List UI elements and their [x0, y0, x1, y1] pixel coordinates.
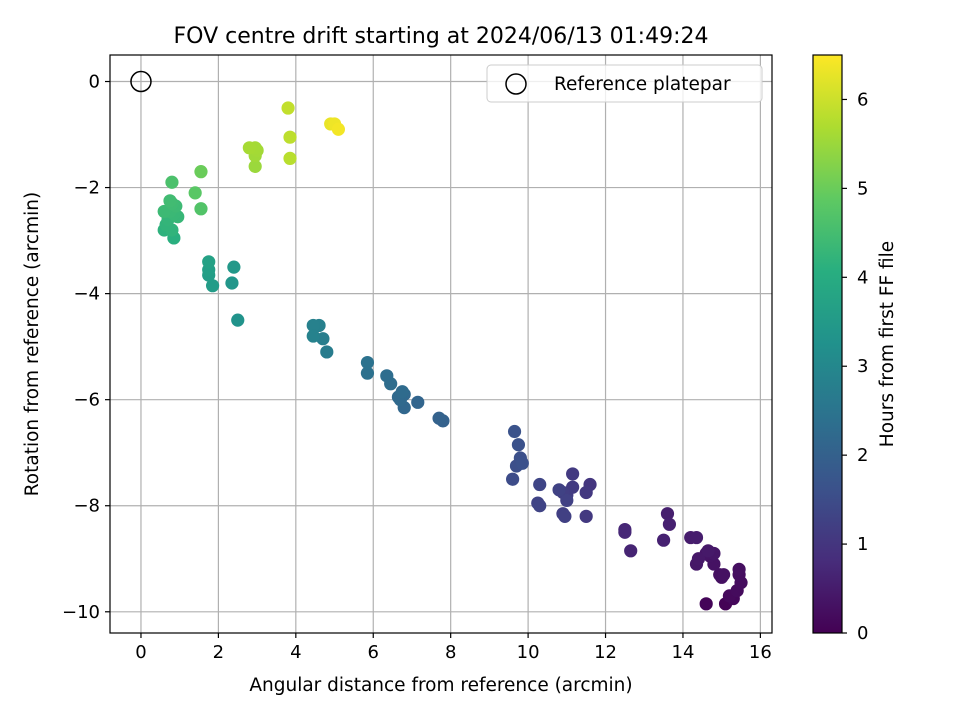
x-axis-ticks: 0 2 4 6 8 10 12 14 16 — [135, 633, 772, 663]
y-tick-label: −4 — [73, 284, 100, 305]
legend-open-circle-marker — [505, 73, 527, 95]
chart-title: FOV centre drift starting at 2024/06/13 … — [174, 24, 709, 49]
data-point — [515, 456, 529, 470]
x-tick-label: 6 — [368, 642, 379, 663]
y-tick-label: −6 — [73, 390, 100, 411]
data-point — [306, 318, 320, 333]
data-point — [618, 525, 632, 539]
x-tick-label: 0 — [135, 642, 146, 663]
reference-marker-layer — [130, 70, 152, 93]
data-point — [566, 467, 580, 481]
colorbar-ticks: 0 1 2 3 4 5 6 — [842, 89, 868, 644]
y-tick-label: −8 — [73, 496, 100, 517]
colorbar-tick-label: 6 — [857, 89, 868, 110]
data-points — [157, 101, 748, 611]
data-point — [242, 141, 256, 155]
data-point — [306, 329, 320, 343]
colorbar-tick-label: 0 — [857, 623, 868, 644]
colorbar-tick-label: 3 — [857, 356, 868, 377]
data-point — [165, 175, 179, 189]
data-point — [331, 122, 346, 136]
legend-label: Reference platepar — [554, 74, 731, 95]
plot-background — [110, 55, 772, 633]
y-tick-label: 0 — [89, 72, 100, 93]
x-tick-label: 4 — [290, 642, 301, 663]
data-point — [507, 424, 522, 439]
reference-platepar-marker — [130, 70, 152, 93]
x-axis-label: Angular distance from reference (arcmin) — [249, 675, 632, 696]
colorbar-tick-label: 2 — [857, 445, 868, 466]
data-point — [506, 472, 520, 486]
data-point — [552, 483, 566, 497]
data-point — [579, 485, 593, 500]
y-axis-label: Rotation from reference (arcmin) — [22, 192, 43, 496]
data-point — [231, 313, 245, 327]
data-point — [558, 509, 572, 523]
x-tick-label: 16 — [749, 642, 772, 663]
colorbar-gradient — [813, 55, 842, 633]
data-point — [579, 509, 593, 523]
data-point — [717, 568, 731, 582]
data-point — [732, 562, 746, 576]
colorbar-label: Hours from first FF file — [877, 241, 898, 447]
data-point — [624, 544, 638, 558]
data-point — [533, 477, 547, 492]
colorbar-tick-label: 5 — [857, 178, 868, 199]
data-point — [701, 544, 715, 558]
x-tick-label: 12 — [594, 642, 617, 663]
y-tick-label: −2 — [73, 178, 100, 199]
plot-area: 0 2 4 6 8 10 12 14 16 0 −2 −4 −6 −8 −10 — [62, 54, 773, 663]
data-point — [411, 395, 425, 409]
data-point — [360, 355, 375, 370]
data-point — [194, 202, 208, 216]
data-point — [188, 186, 202, 200]
data-point — [227, 260, 241, 274]
data-point — [511, 438, 526, 452]
y-tick-label: −10 — [62, 602, 100, 623]
legend: Reference platepar — [486, 64, 763, 103]
x-tick-label: 2 — [213, 642, 224, 663]
colorbar-frame — [812, 54, 843, 634]
data-point — [163, 194, 177, 208]
data-point — [660, 507, 675, 521]
data-point — [281, 101, 295, 115]
y-axis-ticks: 0 −2 −4 −6 −8 −10 — [62, 72, 110, 623]
data-point — [283, 151, 297, 166]
data-point — [432, 411, 446, 425]
data-point — [320, 345, 334, 359]
data-point — [202, 255, 216, 269]
data-point — [699, 597, 713, 611]
data-point — [380, 369, 394, 383]
data-point — [248, 159, 262, 173]
data-point — [395, 385, 409, 399]
data-point — [360, 366, 375, 380]
data-point — [225, 276, 239, 290]
x-tick-label: 14 — [672, 642, 695, 663]
x-tick-label: 8 — [445, 642, 456, 663]
data-point — [560, 493, 574, 508]
data-point — [691, 552, 706, 566]
data-point — [533, 499, 547, 513]
colorbar: 0 1 2 3 4 5 6 Hours from first FF file — [812, 54, 898, 644]
plot-frame — [109, 54, 773, 634]
colorbar-tick-label: 1 — [857, 534, 868, 555]
data-point — [205, 279, 220, 293]
data-point — [662, 517, 677, 531]
legend-box — [486, 64, 763, 103]
data-point — [689, 530, 704, 545]
x-tick-label: 10 — [517, 642, 540, 663]
data-point — [194, 165, 208, 179]
colorbar-tick-label: 4 — [857, 267, 868, 288]
data-point — [283, 130, 297, 144]
data-point — [657, 533, 671, 547]
